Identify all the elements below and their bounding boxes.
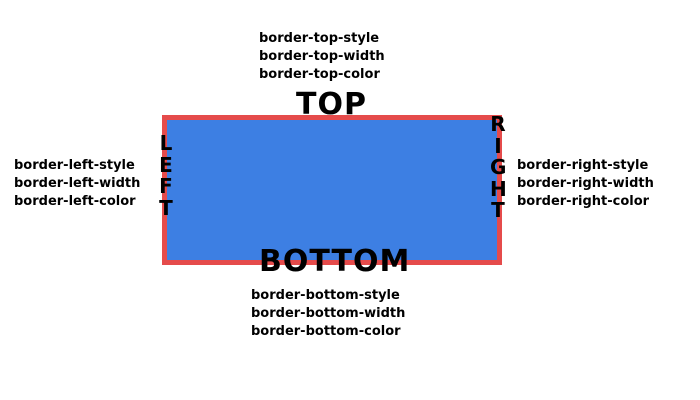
right-properties: border-right-style border-right-width bo… [517,157,654,211]
right-label-letter: I [494,133,502,158]
left-width-label: border-left-width [14,176,141,191]
bottom-width-label: border-bottom-width [251,306,406,321]
top-properties: border-top-style border-top-width border… [259,30,385,84]
top-label: TOP [296,87,367,122]
right-label-letter: H [490,176,507,201]
bottom-properties: border-bottom-style border-bottom-width … [251,287,405,341]
left-label-letter: E [159,152,173,177]
right-width-label: border-right-width [517,176,654,191]
right-color-label: border-right-color [517,194,650,209]
right-style-label: border-right-style [517,158,649,173]
bordered-box [162,115,502,265]
bottom-color-label: border-bottom-color [251,324,401,339]
left-style-label: border-left-style [14,158,135,173]
right-label-letter: G [490,155,507,179]
right-label-letter: T [491,198,505,222]
top-width-label: border-top-width [259,49,385,64]
top-style-label: border-top-style [259,31,380,46]
left-properties: border-left-style border-left-width bord… [14,157,140,211]
left-label-letter: T [159,195,173,220]
bottom-label: BOTTOM [259,244,411,279]
right-label-letter: R [490,112,506,136]
top-color-label: border-top-color [259,67,380,82]
bottom-style-label: border-bottom-style [251,288,400,303]
left-label-letter: F [159,174,173,198]
left-label-letter: L [159,131,173,155]
left-color-label: border-left-color [14,194,136,209]
